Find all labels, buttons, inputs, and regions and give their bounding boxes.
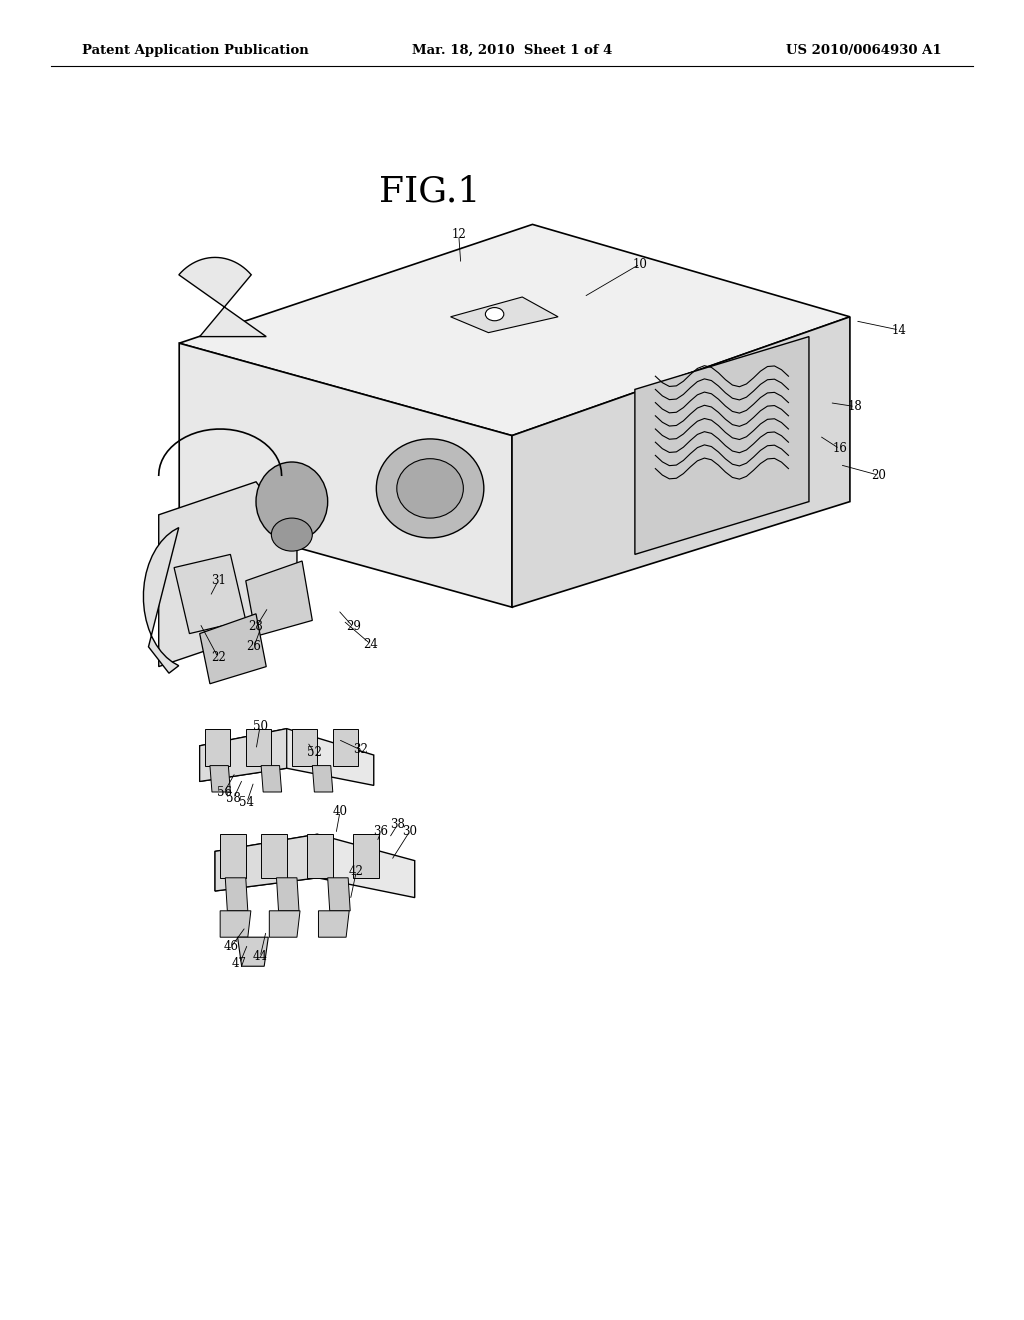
- Text: 22: 22: [211, 651, 225, 664]
- Polygon shape: [238, 937, 268, 966]
- Polygon shape: [200, 614, 266, 684]
- Polygon shape: [292, 729, 317, 766]
- Polygon shape: [179, 224, 850, 436]
- Polygon shape: [261, 834, 287, 878]
- Polygon shape: [451, 297, 558, 333]
- Text: 10: 10: [633, 257, 647, 271]
- Polygon shape: [307, 834, 333, 878]
- Text: 32: 32: [353, 743, 368, 756]
- Text: 42: 42: [349, 865, 364, 878]
- Text: US 2010/0064930 A1: US 2010/0064930 A1: [786, 44, 942, 57]
- Text: 14: 14: [892, 323, 906, 337]
- Text: 52: 52: [307, 746, 322, 759]
- Polygon shape: [246, 729, 271, 766]
- Polygon shape: [174, 554, 246, 634]
- Polygon shape: [200, 729, 374, 785]
- Text: 40: 40: [333, 805, 347, 818]
- Polygon shape: [353, 834, 379, 878]
- Text: FIG.1: FIG.1: [380, 174, 480, 209]
- Polygon shape: [333, 729, 358, 766]
- Polygon shape: [220, 834, 246, 878]
- Text: 12: 12: [452, 228, 466, 242]
- Text: 29: 29: [346, 620, 360, 634]
- Text: Mar. 18, 2010  Sheet 1 of 4: Mar. 18, 2010 Sheet 1 of 4: [412, 44, 612, 57]
- Ellipse shape: [396, 458, 463, 519]
- Polygon shape: [512, 317, 850, 607]
- Polygon shape: [143, 528, 179, 673]
- Polygon shape: [200, 729, 287, 781]
- Text: 26: 26: [247, 640, 261, 653]
- Ellipse shape: [256, 462, 328, 541]
- Polygon shape: [261, 766, 282, 792]
- Polygon shape: [328, 878, 350, 911]
- Text: 16: 16: [833, 442, 847, 455]
- Text: 24: 24: [364, 638, 378, 651]
- Text: 31: 31: [211, 574, 225, 587]
- Text: 54: 54: [240, 796, 254, 809]
- Text: 47: 47: [232, 957, 247, 970]
- Ellipse shape: [485, 308, 504, 321]
- Ellipse shape: [377, 438, 483, 539]
- Polygon shape: [312, 766, 333, 792]
- Text: 46: 46: [224, 940, 239, 953]
- Text: 56: 56: [217, 785, 231, 799]
- Text: 36: 36: [374, 825, 388, 838]
- Polygon shape: [225, 878, 248, 911]
- Polygon shape: [179, 343, 512, 607]
- Polygon shape: [635, 337, 809, 554]
- Text: 28: 28: [249, 620, 263, 634]
- Polygon shape: [246, 561, 312, 636]
- Polygon shape: [269, 911, 300, 937]
- Polygon shape: [318, 911, 349, 937]
- Text: 18: 18: [848, 400, 862, 413]
- Polygon shape: [215, 834, 317, 891]
- Ellipse shape: [271, 517, 312, 552]
- Text: 58: 58: [226, 792, 241, 805]
- Polygon shape: [276, 878, 299, 911]
- Polygon shape: [205, 729, 230, 766]
- Text: 20: 20: [871, 469, 886, 482]
- Polygon shape: [179, 257, 266, 337]
- Polygon shape: [159, 482, 297, 667]
- Polygon shape: [220, 911, 251, 937]
- Text: 38: 38: [390, 818, 404, 832]
- Text: 30: 30: [402, 825, 417, 838]
- Text: 50: 50: [253, 719, 267, 733]
- Polygon shape: [215, 834, 415, 898]
- Text: Patent Application Publication: Patent Application Publication: [82, 44, 308, 57]
- Polygon shape: [210, 766, 230, 792]
- Text: 44: 44: [253, 950, 267, 964]
